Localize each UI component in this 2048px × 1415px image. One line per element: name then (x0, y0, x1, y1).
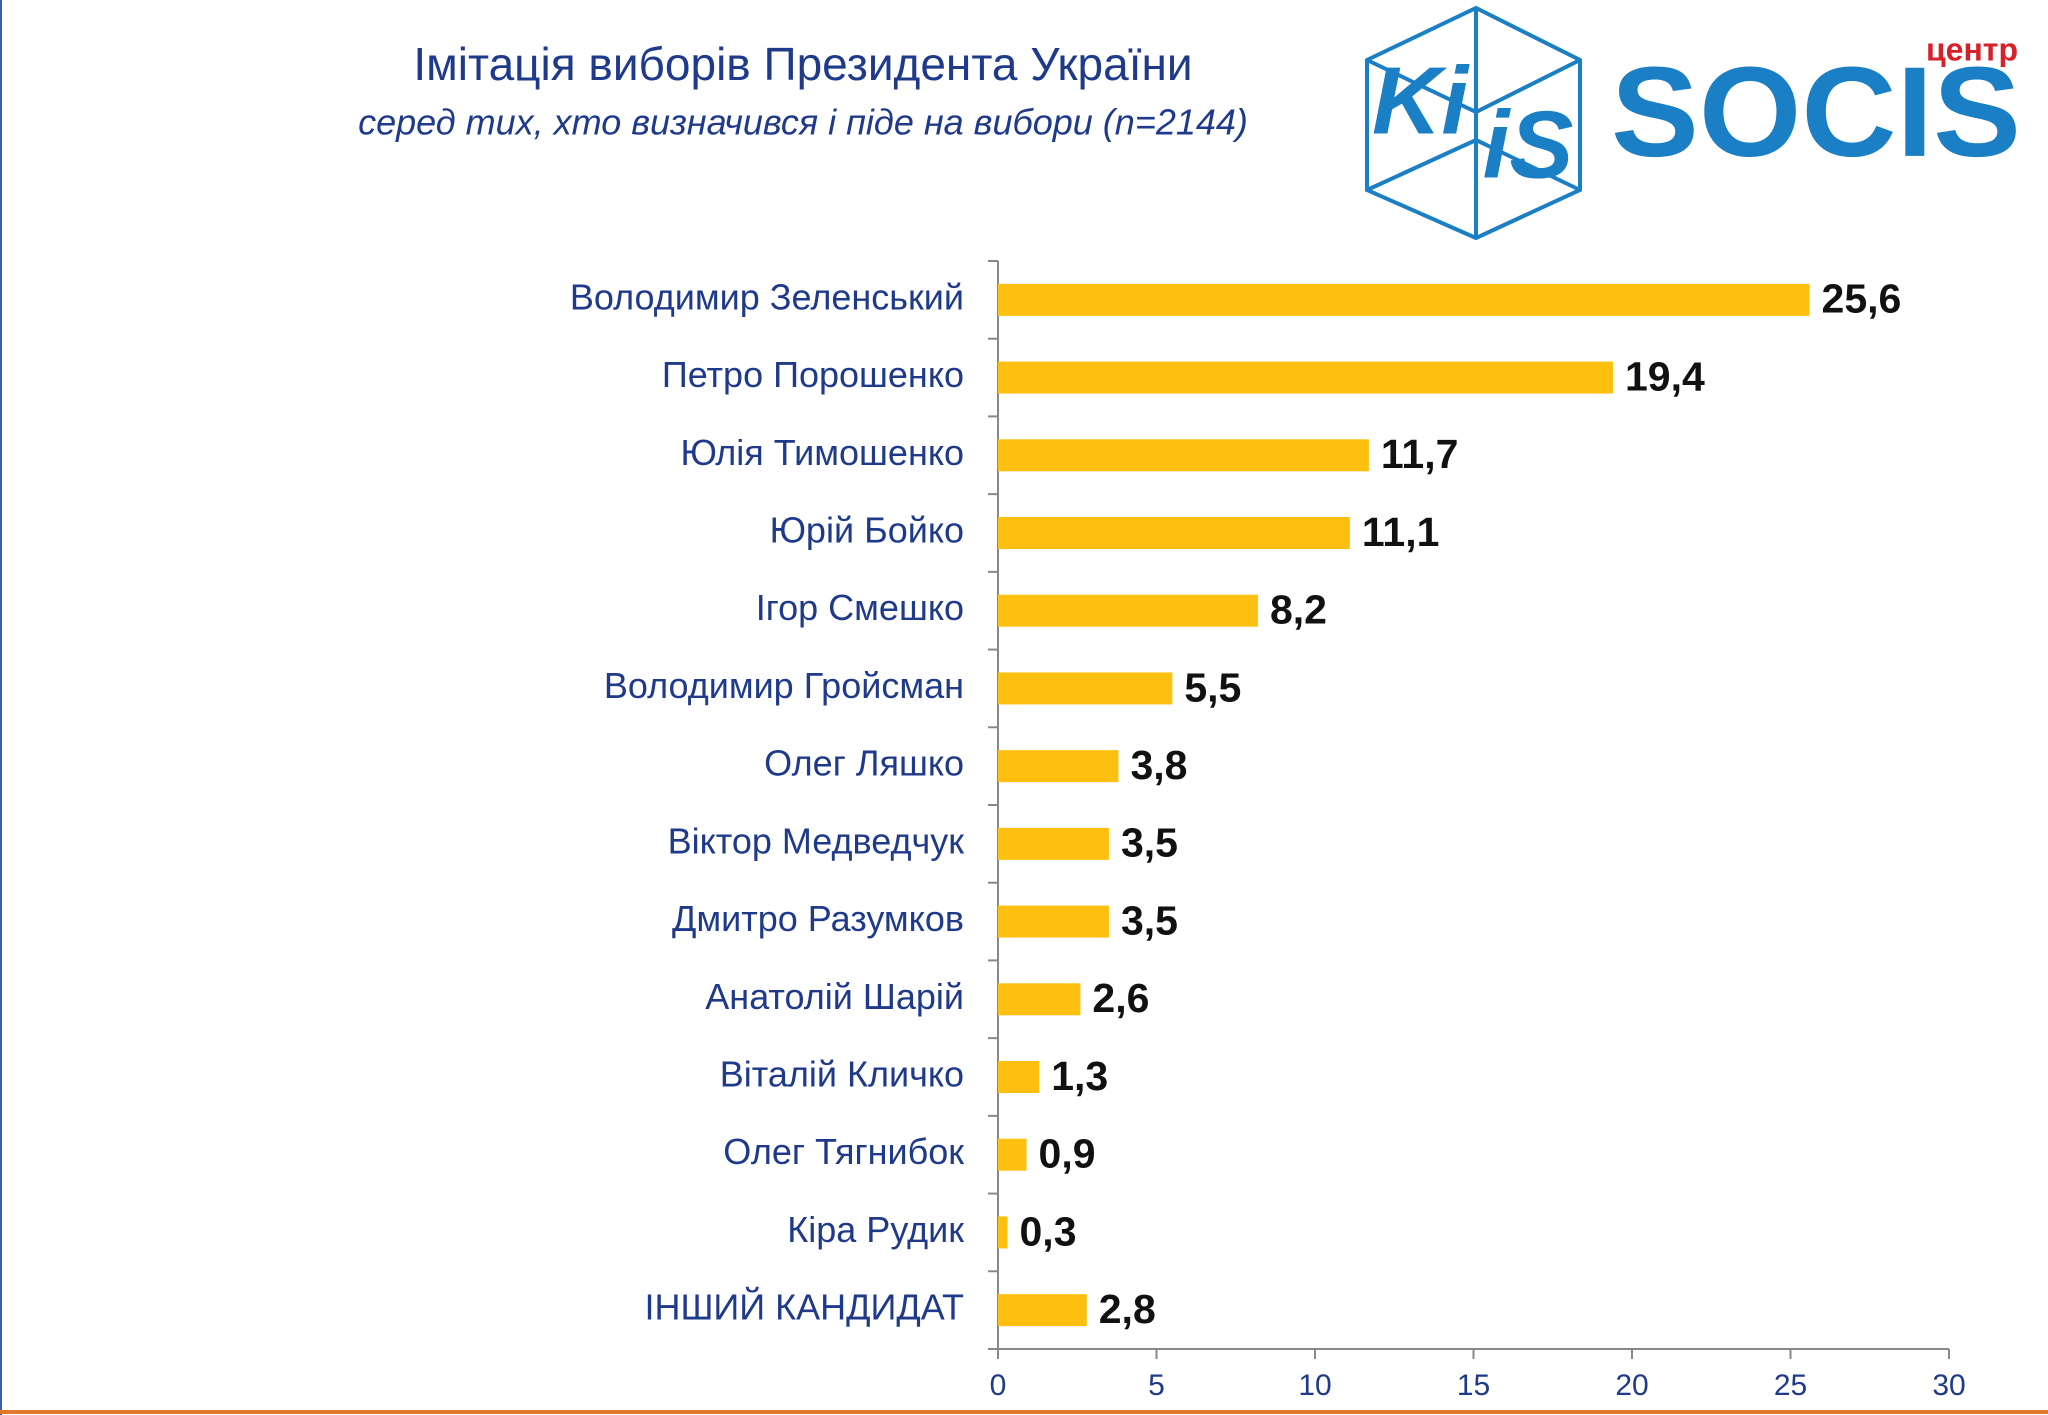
bar (998, 1138, 1027, 1171)
bar (998, 283, 1810, 316)
kiis-logo (1365, 5, 1582, 241)
x-tick-label: 15 (1457, 1369, 1490, 1402)
value-label: 11,1 (1362, 509, 1440, 555)
bar (998, 672, 1173, 705)
value-label: 25,6 (1822, 276, 1902, 322)
bar (998, 905, 1109, 938)
value-label: 0,3 (1020, 1208, 1077, 1254)
category-label: Володимир Гройсман (604, 665, 964, 706)
value-label: 2,6 (1092, 975, 1149, 1021)
value-label: 19,4 (1625, 353, 1705, 399)
value-label: 3,5 (1121, 820, 1178, 866)
bar (998, 439, 1369, 472)
x-tick-label: 20 (1615, 1369, 1648, 1402)
socis-logo: SOCIS (1611, 41, 2021, 184)
category-label: Олег Тягнибок (723, 1131, 964, 1172)
category-label: Дмитро Разумков (672, 898, 964, 939)
value-label: 3,8 (1130, 742, 1187, 788)
category-label: Юлія Тимошенко (681, 432, 965, 473)
category-label: Олег Ляшко (764, 743, 964, 784)
value-label: 8,2 (1270, 587, 1327, 633)
category-label: Юрій Бойко (770, 510, 964, 551)
bar (998, 983, 1081, 1016)
category-label: Ігор Смешко (756, 587, 964, 628)
bar (998, 517, 1350, 549)
kiis-text: iS (1483, 91, 1574, 198)
category-label: ІНШИЙ КАНДИДАТ (644, 1286, 964, 1328)
socis-small: центр (1926, 31, 2018, 67)
value-label: 1,3 (1051, 1053, 1108, 1099)
chart-subtitle: серед тих, хто визначився і піде на вибо… (358, 102, 1248, 143)
bar (998, 361, 1613, 394)
category-label: Віктор Медведчук (668, 820, 965, 861)
x-tick-label: 5 (1148, 1369, 1165, 1402)
bar (998, 1061, 1040, 1093)
bar (998, 1216, 1008, 1249)
x-tick-label: 0 (990, 1369, 1007, 1402)
kiis-text: Ki (1372, 47, 1470, 154)
category-label: Володимир Зеленський (570, 276, 964, 317)
value-label: 5,5 (1184, 664, 1241, 710)
x-tick-label: 30 (1932, 1369, 1965, 1402)
value-label: 3,5 (1121, 897, 1178, 943)
value-label: 2,8 (1099, 1286, 1156, 1332)
category-label: Анатолій Шарій (705, 976, 964, 1017)
category-label: Кіра Рудик (787, 1209, 964, 1250)
bar (998, 1294, 1087, 1327)
category-label: Віталій Кличко (720, 1054, 964, 1095)
bar (998, 594, 1258, 627)
bar (998, 750, 1119, 783)
value-label: 0,9 (1039, 1131, 1096, 1177)
bar (998, 827, 1109, 860)
x-tick-label: 10 (1298, 1369, 1331, 1402)
value-label: 11,7 (1381, 431, 1459, 477)
x-tick-label: 25 (1774, 1369, 1807, 1402)
category-label: Петро Порошенко (662, 354, 964, 395)
chart-title: Імітація виборів Президента України (413, 38, 1192, 90)
